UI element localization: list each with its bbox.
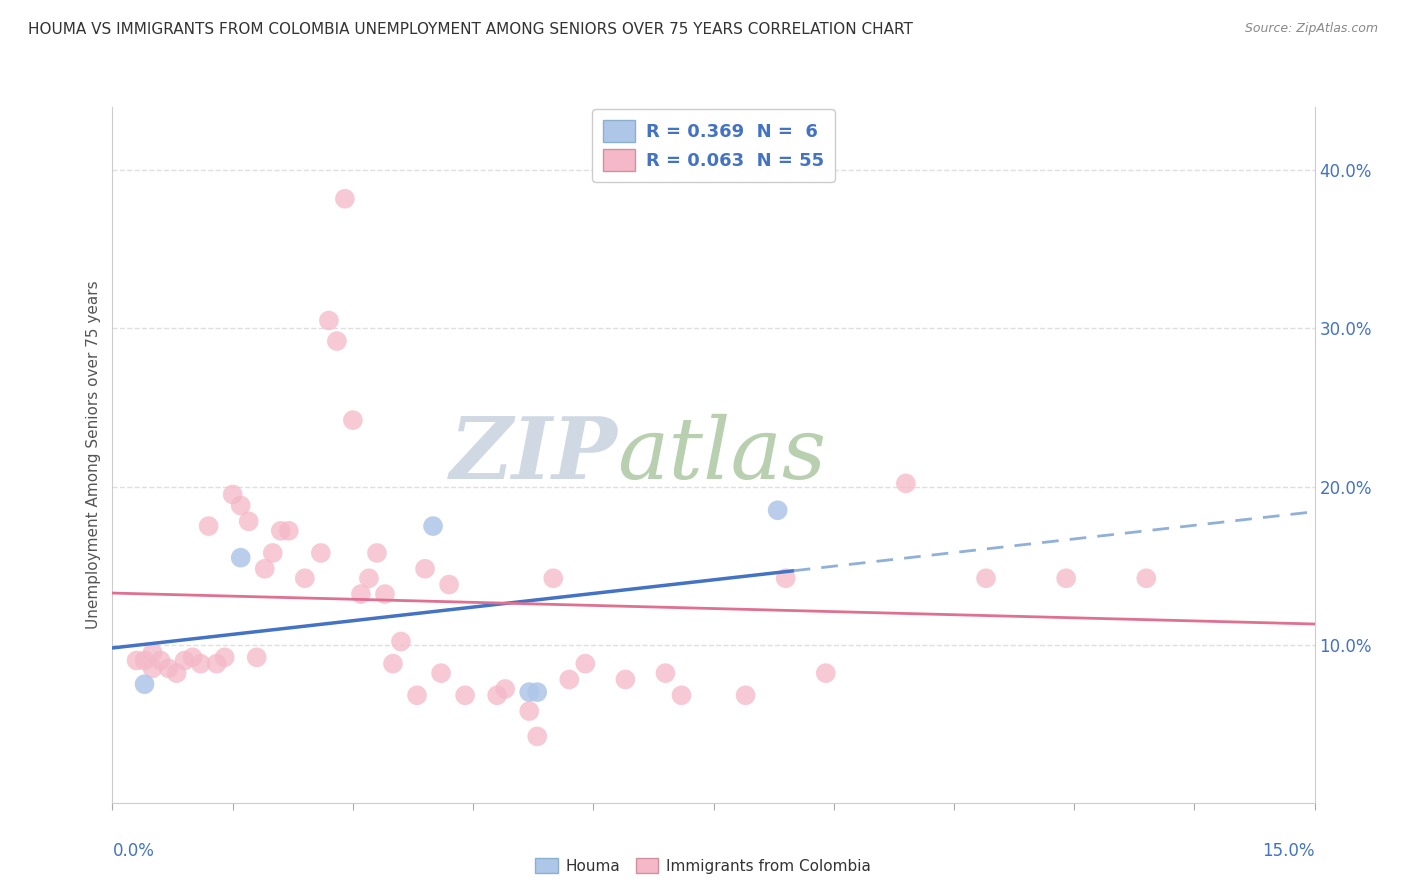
Point (141, 661, 163, 675)
Point (1054, 571, 1077, 585)
Point (894, 476, 917, 491)
Point (734, 688, 756, 702)
Point (270, 524, 292, 538)
Point (149, 653, 172, 667)
Point (574, 657, 596, 671)
Point (157, 661, 180, 675)
Point (454, 688, 477, 702)
Point (262, 546, 284, 560)
Point (671, 688, 693, 702)
Point (214, 650, 236, 665)
Point (406, 688, 429, 702)
Point (190, 657, 212, 671)
Point (125, 653, 148, 667)
Point (486, 688, 509, 702)
Point (318, 313, 340, 327)
Point (350, 587, 373, 601)
Point (357, 571, 380, 585)
Point (517, 704, 540, 718)
Point (253, 562, 276, 576)
Point (382, 657, 405, 671)
Point (229, 550, 252, 565)
Point (197, 519, 219, 533)
Point (654, 666, 676, 681)
Text: ZIP: ZIP (450, 413, 617, 497)
Point (173, 653, 195, 667)
Point (614, 673, 637, 687)
Point (238, 514, 260, 528)
Point (134, 653, 156, 667)
Point (437, 577, 460, 591)
Point (181, 650, 204, 665)
Point (166, 666, 188, 681)
Point (326, 334, 349, 348)
Point (766, 503, 789, 517)
Point (246, 650, 269, 665)
Point (366, 546, 388, 560)
Point (422, 519, 444, 533)
Text: 0.0%: 0.0% (112, 842, 155, 860)
Point (229, 499, 252, 513)
Point (294, 571, 316, 585)
Text: HOUMA VS IMMIGRANTS FROM COLOMBIA UNEMPLOYMENT AMONG SENIORS OVER 75 YEARS CORRE: HOUMA VS IMMIGRANTS FROM COLOMBIA UNEMPL… (28, 22, 912, 37)
Point (277, 524, 299, 538)
Point (775, 571, 797, 585)
Point (222, 487, 245, 501)
Point (526, 730, 548, 744)
Point (543, 571, 565, 585)
Point (558, 673, 581, 687)
Legend: R = 0.369  N =  6, R = 0.063  N = 55: R = 0.369 N = 6, R = 0.063 N = 55 (592, 109, 835, 182)
Point (333, 192, 356, 206)
Point (413, 562, 436, 576)
Text: atlas: atlas (617, 414, 827, 496)
Y-axis label: Unemployment Among Seniors over 75 years: Unemployment Among Seniors over 75 years (86, 281, 101, 629)
Point (141, 646, 163, 660)
Point (430, 666, 453, 681)
Point (974, 571, 997, 585)
Point (814, 666, 837, 681)
Point (1135, 571, 1157, 585)
Point (526, 685, 548, 699)
Text: 15.0%: 15.0% (1263, 842, 1315, 860)
Text: Source: ZipAtlas.com: Source: ZipAtlas.com (1244, 22, 1378, 36)
Point (309, 546, 332, 560)
Point (389, 634, 412, 648)
Point (205, 657, 228, 671)
Point (374, 587, 396, 601)
Point (342, 413, 364, 427)
Legend: Houma, Immigrants from Colombia: Houma, Immigrants from Colombia (529, 852, 877, 880)
Point (517, 685, 540, 699)
Point (494, 681, 516, 696)
Point (134, 677, 156, 691)
